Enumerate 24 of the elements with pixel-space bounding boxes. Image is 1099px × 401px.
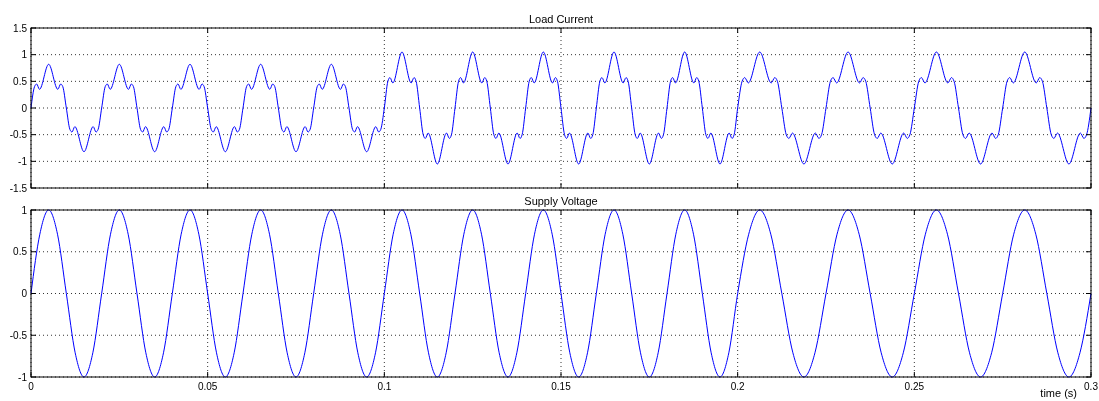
y-tick-label: -1 <box>18 371 28 383</box>
y-tick-label: 0.5 <box>13 246 28 258</box>
x-tick-label: 0 <box>28 381 35 392</box>
x-tick-label: 0.15 <box>551 381 572 392</box>
chart-title: Load Current <box>528 13 594 25</box>
y-tick-label: -1 <box>18 155 28 167</box>
y-tick-label: 0 <box>21 102 28 114</box>
y-tick-label: 1 <box>21 49 28 61</box>
x-axis-title: time (s) <box>1040 387 1077 399</box>
y-tick-label: -0.5 <box>9 329 28 341</box>
x-tick-label: 0.2 <box>730 381 746 392</box>
y-tick-label: -1.5 <box>9 182 28 194</box>
y-tick-label: 0 <box>21 288 28 299</box>
chart-title: Supply Voltage <box>524 195 598 207</box>
y-tick-label: -0.5 <box>9 129 28 141</box>
line-series <box>30 51 1092 165</box>
y-tick-label: 1.5 <box>13 22 28 34</box>
x-tick-label: 0.1 <box>377 381 392 392</box>
y-tick-label: 0.5 <box>13 75 28 87</box>
x-tick-label: 0.05 <box>197 381 218 392</box>
line-series <box>30 209 1092 378</box>
x-tick-label: 0.25 <box>904 381 925 392</box>
x-tick-label: 0.3 <box>1084 381 1099 392</box>
y-tick-label: 1 <box>21 204 28 216</box>
